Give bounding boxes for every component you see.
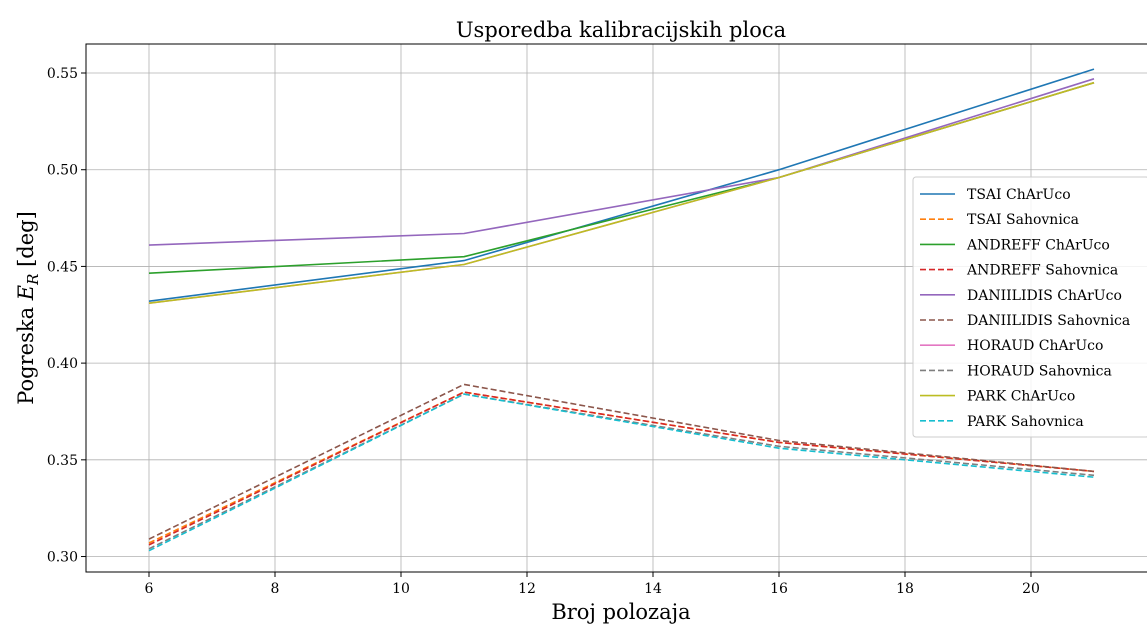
plot-frame [85, 43, 1147, 573]
legend-box [912, 176, 1147, 438]
x-tick-label: 16 [770, 581, 788, 597]
x-tick-label: 6 [145, 581, 154, 597]
x-axis: 6 8 10 12 14 16 18 20 [145, 572, 1040, 597]
legend-entry: DANIILIDIS Sahovnica [967, 313, 1130, 329]
legend-entry: HORAUD ChArUco [967, 338, 1103, 354]
legend-entry: HORAUD Sahovnica [967, 363, 1112, 379]
y-axis-label-prefix: Pogreska [14, 300, 38, 405]
y-axis-label: Pogreska ER [deg] [14, 211, 42, 405]
y-tick-label: 0.50 [47, 163, 78, 179]
chart-title: Usporedba kalibracijskih ploca [456, 18, 786, 42]
legend-entry: DANIILIDIS ChArUco [967, 288, 1122, 304]
legend-entry: PARK ChArUco [967, 389, 1075, 405]
x-tick-label: 20 [1022, 581, 1040, 597]
series-line-4 [148, 391, 1095, 546]
legend-entry: TSAI ChArUco [967, 187, 1071, 203]
legend: TSAI ChArUco TSAI Sahovnica ANDREFF ChArUc… [912, 176, 1147, 438]
series-line-1 [148, 68, 1095, 302]
legend-entry: ANDREFF ChArUco [966, 237, 1110, 253]
y-tick-label: 0.35 [47, 453, 78, 469]
y-tick-label: 0.55 [47, 66, 78, 82]
x-tick-label: 14 [644, 581, 662, 597]
legend-entry: PARK Sahovnica [967, 414, 1084, 430]
x-axis-label: Broj polozaja [551, 600, 690, 624]
y-tick-label: 0.40 [47, 356, 78, 372]
y-axis: 0.30 0.35 0.40 0.45 0.50 0.55 [47, 66, 86, 566]
plot-area [148, 68, 1095, 552]
legend-entry: TSAI Sahovnica [967, 212, 1079, 228]
series-line-5 [148, 78, 1095, 246]
series-line-9 [148, 81, 1095, 304]
series-line-10 [148, 393, 1095, 552]
series-line-6 [148, 383, 1095, 540]
y-axis-label-subscript: R [24, 274, 42, 286]
y-tick-label: 0.45 [47, 259, 78, 275]
legend-entry: ANDREFF Sahovnica [966, 263, 1118, 279]
y-axis-label-suffix: [deg] [14, 211, 38, 273]
y-tick-label: 0.30 [47, 550, 78, 566]
y-axis-label-symbol: E [14, 285, 38, 301]
x-tick-label: 8 [271, 581, 280, 597]
x-tick-label: 12 [518, 581, 536, 597]
series-line-8 [148, 393, 1095, 550]
x-tick-label: 10 [392, 581, 410, 597]
x-tick-label: 18 [896, 581, 914, 597]
